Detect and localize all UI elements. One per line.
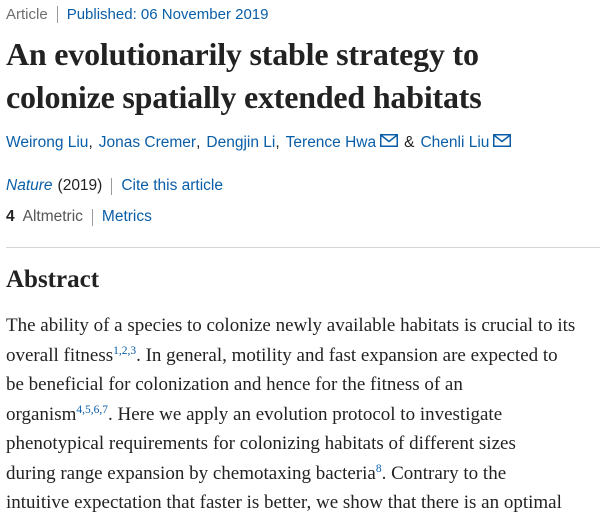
abstract-line: during range expansion by chemotaxing ba… — [6, 459, 600, 489]
abstract-line: overall fitness1,2,3. In general, motili… — [6, 341, 600, 371]
separator — [111, 177, 113, 195]
metrics-row: 4 Altmetric Metrics — [6, 206, 152, 228]
abstract-line: intuitive expectation that faster is bet… — [6, 488, 600, 518]
author-list: Weirong Liu, Jonas Cremer, Dengjin Li, T… — [6, 132, 517, 154]
author-separator: & — [404, 134, 415, 151]
altmetric-label: Altmetric — [22, 208, 83, 225]
citation-year: (2019) — [57, 177, 103, 194]
citation-row: Nature (2019) Cite this article — [6, 175, 223, 197]
article-meta: Article Published: 06 November 2019 — [6, 2, 268, 26]
abstract-text-segment: intuitive expectation that faster is bet… — [6, 492, 562, 513]
abstract-text-segment: be beneficial for colonization and hence… — [6, 374, 463, 395]
mail-icon[interactable] — [493, 134, 512, 152]
abstract-text-segment: The ability of a species to colonize new… — [6, 315, 576, 336]
abstract-text: The ability of a species to colonize new… — [6, 311, 600, 518]
author-link[interactable]: Weirong Liu — [6, 134, 89, 151]
abstract-text-segment: organism — [6, 403, 77, 425]
altmetric-count: 4 — [6, 208, 15, 225]
article-title: An evolutionarily stable strategy to col… — [6, 33, 596, 119]
metrics-link[interactable]: Metrics — [101, 208, 152, 225]
abstract-line: The ability of a species to colonize new… — [6, 311, 600, 341]
separator — [91, 208, 93, 226]
abstract-text-segment: . Here we apply an evolution protocol to… — [108, 403, 503, 425]
article-type: Article — [6, 5, 48, 23]
abstract-heading: Abstract — [6, 266, 100, 293]
author-comma: , — [88, 134, 93, 151]
abstract-text-segment: . Contrary to the — [381, 462, 507, 484]
section-divider — [6, 247, 600, 248]
mail-icon[interactable] — [380, 134, 399, 152]
author-link[interactable]: Jonas Cremer — [98, 134, 197, 151]
author-link[interactable]: Terence Hwa — [285, 134, 377, 151]
citation-reference[interactable]: 4,5,6,7 — [76, 403, 108, 416]
journal-link[interactable]: Nature — [6, 177, 53, 194]
abstract-text-segment: . In general, motility and fast expansio… — [136, 344, 558, 366]
abstract-line: phenotypical requirements for colonizing… — [6, 429, 600, 459]
citation-reference[interactable]: 8 — [375, 462, 382, 475]
title-line: colonize spatially extended habitats — [6, 79, 482, 115]
cite-article-link[interactable]: Cite this article — [121, 177, 223, 194]
abstract-line: be beneficial for colonization and hence… — [6, 370, 600, 400]
author-link[interactable]: Chenli Liu — [420, 134, 490, 151]
author-comma: , — [275, 134, 280, 151]
title-line: An evolutionarily stable strategy to — [6, 36, 479, 72]
citation-reference[interactable]: 1,2,3 — [113, 344, 137, 357]
published-date: Published: 06 November 2019 — [66, 5, 269, 23]
abstract-text-segment: phenotypical requirements for colonizing… — [6, 433, 516, 454]
abstract-line: organism4,5,6,7. Here we apply an evolut… — [6, 400, 600, 430]
author-link[interactable]: Dengjin Li — [206, 134, 276, 151]
separator — [56, 5, 58, 23]
abstract-text-segment: during range expansion by chemotaxing ba… — [6, 462, 376, 484]
abstract-text-segment: overall fitness — [6, 344, 114, 366]
author-comma: , — [196, 134, 201, 151]
